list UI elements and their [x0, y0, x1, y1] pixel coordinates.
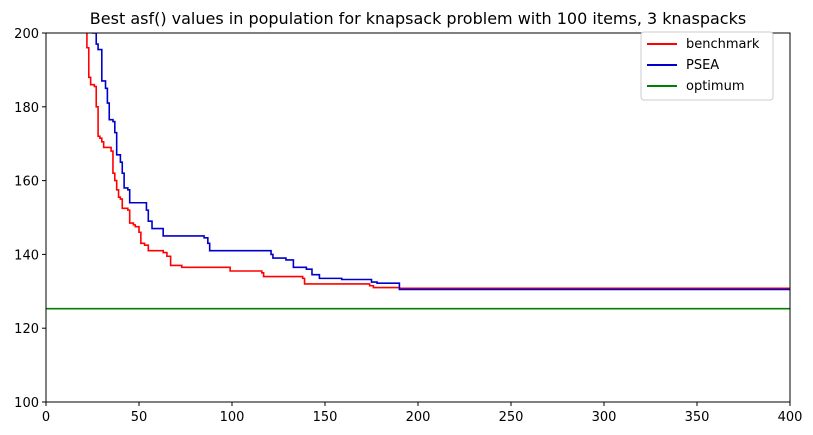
x-tick-label: 300: [592, 410, 617, 425]
y-axis: 100 120 140 160 180 200: [14, 27, 46, 411]
x-axis: 0 50 100 150 200 250 300 350 400: [42, 402, 803, 425]
series-line-psea: [91, 33, 790, 291]
x-tick-label: 200: [406, 410, 431, 425]
x-tick-label: 0: [42, 410, 50, 425]
series-line-benchmark: [86, 33, 790, 290]
chart-title: Best asf() values in population for knap…: [90, 9, 746, 28]
x-tick-label: 350: [685, 410, 710, 425]
y-tick-label: 160: [14, 175, 39, 190]
y-tick-label: 200: [14, 27, 39, 42]
legend-label-psea: PSEA: [686, 58, 719, 73]
x-tick-label: 100: [220, 410, 245, 425]
y-tick-label: 140: [14, 248, 39, 263]
x-tick-label: 50: [131, 410, 148, 425]
legend-box: [640, 31, 774, 101]
y-tick-label: 120: [14, 322, 39, 337]
series-layer: [46, 33, 790, 310]
legend-label-benchmark: benchmark: [686, 37, 760, 52]
y-tick-label: 180: [14, 101, 39, 116]
legend: benchmark PSEA optimum: [640, 31, 774, 101]
x-tick-label: 250: [499, 410, 524, 425]
legend-label-optimum: optimum: [686, 79, 744, 94]
y-tick-label: 100: [14, 396, 39, 411]
x-tick-label: 400: [778, 410, 803, 425]
x-tick-label: 150: [313, 410, 338, 425]
